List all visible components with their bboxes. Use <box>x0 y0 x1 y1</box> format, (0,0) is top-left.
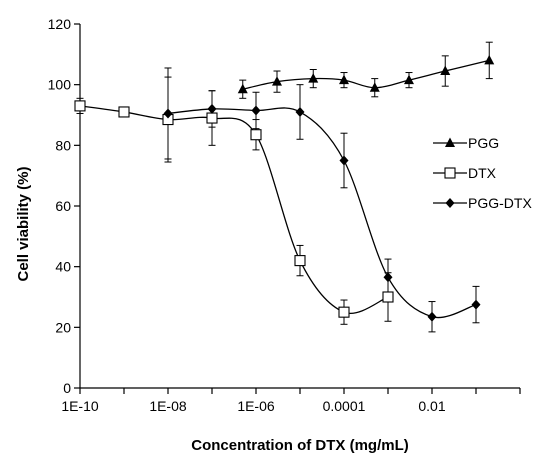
point-pgg <box>271 76 282 86</box>
legend-label-dtx: DTX <box>468 165 497 181</box>
point-pgg-dtx <box>471 299 481 310</box>
x-axis-ticks: 1E-10 1E-08 1E-06 0.0001 0.01 <box>61 388 521 414</box>
point-dtx <box>382 291 394 303</box>
x-tick-label: 0.01 <box>418 398 445 414</box>
point-pgg-dtx <box>383 272 393 283</box>
series-markers <box>74 54 495 322</box>
x-tick-label: 1E-10 <box>61 398 99 414</box>
y-tick-label: 20 <box>55 319 71 335</box>
series-line-dtx <box>79 105 389 315</box>
x-tick-label: 1E-08 <box>149 398 187 414</box>
y-tick-label: 40 <box>55 259 71 275</box>
x-tick-label: 1E-06 <box>237 398 275 414</box>
point-pgg-dtx <box>295 106 305 117</box>
point-pgg <box>440 65 451 76</box>
legend-label-pgg-dtx: PGG-DTX <box>468 195 532 211</box>
y-tick-label: 80 <box>55 137 71 153</box>
point-dtx <box>294 255 306 267</box>
point-dtx <box>338 306 350 318</box>
legend-marker-pgg-dtx <box>445 198 455 208</box>
legend-label-pgg: PGG <box>468 135 499 151</box>
point-pgg <box>308 73 319 83</box>
point-dtx <box>206 112 218 124</box>
point-pgg-dtx <box>163 108 173 119</box>
point-pgg <box>403 74 414 85</box>
y-axis-ticks: 0 20 40 60 80 100 120 <box>48 16 80 396</box>
point-pgg <box>237 83 248 94</box>
point-pgg-dtx <box>251 105 261 116</box>
point-pgg-dtx <box>339 155 349 166</box>
x-tick-label: 0.0001 <box>323 398 366 414</box>
y-tick-label: 60 <box>55 198 71 214</box>
y-tick-label: 120 <box>48 16 72 32</box>
legend-marker-dtx <box>444 167 456 179</box>
y-tick-label: 100 <box>48 77 72 93</box>
point-pgg <box>369 82 380 92</box>
legend-marker-pgg <box>445 137 455 147</box>
point-dtx <box>118 106 130 118</box>
point-pgg-dtx <box>207 103 217 114</box>
point-dtx <box>250 129 262 141</box>
point-pgg <box>339 74 349 85</box>
series-line-pgg-dtx <box>167 107 477 319</box>
error-bars <box>76 41 493 333</box>
point-dtx <box>74 100 86 112</box>
legend: PGG DTX PGG-DTX <box>433 135 532 211</box>
x-axis-title: Concentration of DTX (mg/mL) <box>191 437 409 454</box>
point-pgg-dtx <box>427 311 437 322</box>
y-axis-title: Cell viability (%) <box>15 166 32 281</box>
series-curves <box>79 59 490 319</box>
point-pgg <box>484 54 495 65</box>
y-tick-label: 0 <box>63 380 71 396</box>
